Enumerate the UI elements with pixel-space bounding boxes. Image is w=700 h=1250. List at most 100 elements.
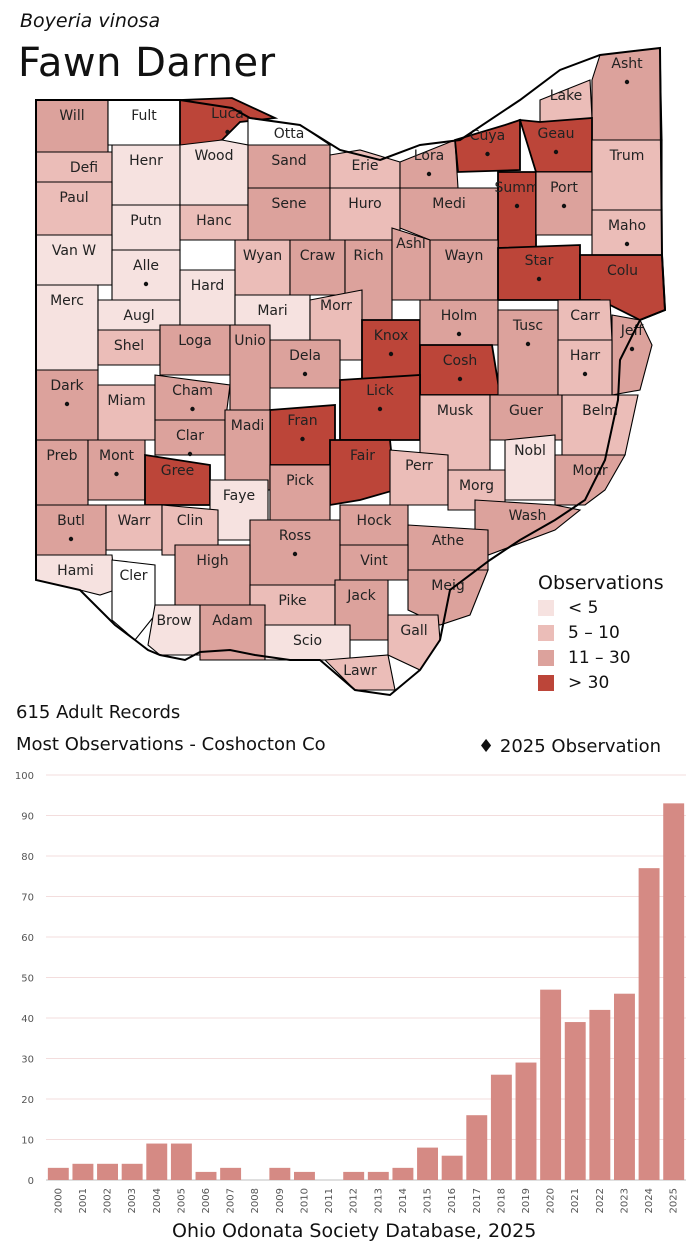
county-label: Nobl [514, 443, 546, 459]
x-tick-label: 2014 [398, 1188, 409, 1213]
x-tick-label: 2022 [595, 1188, 606, 1213]
county-label: Paul [59, 190, 88, 206]
county-mont: Mont [87, 439, 146, 501]
county-port: Port [535, 171, 593, 236]
county-high: High [174, 544, 251, 606]
county-nobl: Nobl [504, 434, 556, 501]
y-tick-label: 30 [21, 1055, 34, 1066]
y-tick-label: 10 [21, 1136, 34, 1147]
county-label: Vint [360, 553, 388, 569]
county-label: Rich [353, 248, 383, 264]
county-monr: Monr [554, 454, 626, 506]
county-label: Lake [550, 88, 583, 104]
ohio-county-map: Will Fult Luca Otta Lake Asht Defi Henr Wood Sand… [35, 46, 667, 697]
county-putn: Putn [111, 204, 181, 251]
obs-2025-dot [629, 346, 635, 352]
observation-2025-note: ♦ 2025 Observation [478, 736, 661, 757]
county-label: Brow [156, 613, 191, 629]
county-label: Augl [123, 308, 154, 324]
county-shel: Shel [97, 329, 161, 366]
county-label: Hard [191, 278, 225, 294]
county-label: Erie [351, 158, 378, 174]
bar-2021 [564, 1022, 586, 1180]
county-label: Geau [538, 126, 575, 142]
county-label: Gree [161, 463, 195, 479]
county-warr: Warr [105, 504, 163, 551]
county-label: Fair [350, 448, 375, 464]
x-tick-label: 2009 [275, 1188, 286, 1213]
county-defi: Defi [35, 151, 133, 183]
county-wayn: Wayn [429, 239, 499, 301]
bar-2020 [540, 989, 562, 1180]
bar-2012 [343, 1171, 365, 1180]
x-tick-label: 2024 [644, 1188, 655, 1213]
county-label: Cosh [443, 353, 478, 369]
county-label: Port [550, 180, 578, 196]
bar-2016 [441, 1155, 463, 1180]
county-geau: Geau [518, 117, 593, 173]
legend-label: < 5 [568, 598, 599, 618]
obs-2025-dot [114, 471, 119, 477]
yearly-bar-chart: 0 10 20 30 40 50 60 70 80 90 100 2000 2001 2002 2003 2… [15, 771, 686, 1213]
county-trum: Trum [591, 139, 663, 211]
county-label: Dark [50, 378, 84, 394]
obs-2025-dot [561, 203, 567, 209]
county-hanc: Hanc [179, 204, 249, 241]
x-tick-label: 2018 [496, 1188, 507, 1213]
county-label: Luca [211, 106, 244, 122]
county-carr: Carr [557, 299, 613, 341]
county-label: Knox [374, 328, 408, 344]
obs-2025-dot [302, 371, 308, 377]
county-label: Clar [176, 428, 204, 444]
county-label: Lawr [343, 663, 377, 679]
county-label: Carr [570, 308, 600, 324]
county-label: Warr [118, 513, 151, 529]
county-label: Star [525, 253, 554, 269]
bar-2003 [121, 1163, 143, 1180]
bar-2006 [195, 1171, 217, 1180]
x-tick-label: 2015 [423, 1188, 434, 1213]
county-label: Preb [46, 448, 77, 464]
bar-2014 [392, 1167, 414, 1180]
county-label: Fult [131, 108, 157, 124]
county-vint: Vint [339, 544, 409, 581]
county-label: Shel [114, 338, 144, 354]
legend-swatch [538, 650, 554, 666]
county-label: Wood [194, 148, 233, 164]
obs-2025-dot [553, 149, 559, 155]
county-hami: Hami [35, 554, 116, 596]
county-knox: Knox [361, 319, 421, 381]
legend-label: > 30 [568, 673, 610, 693]
y-tick-label: 100 [15, 771, 34, 782]
county-hard: Hard [179, 269, 236, 326]
county-paul: Paul [35, 181, 113, 236]
bar-2010 [294, 1171, 315, 1180]
most-observations: Most Observations - Coshocton Co [16, 734, 326, 755]
county-cler: Cler [111, 559, 156, 641]
obs-2025-dot [377, 406, 383, 412]
county-ross: Ross [249, 519, 341, 586]
county-wood: Wood [179, 139, 249, 206]
county-cuya: Cuya [454, 118, 521, 173]
county-label: Meig [431, 578, 464, 594]
county-label: Wyan [243, 248, 282, 264]
county-lick: Lick [339, 374, 421, 441]
county-merc: Merc [35, 284, 99, 371]
x-tick-label: 2001 [78, 1188, 89, 1213]
bar-2013 [367, 1171, 389, 1180]
legend-label: 11 – 30 [568, 648, 631, 668]
county-label: Hock [357, 513, 393, 529]
county-label: Perr [405, 458, 433, 474]
county-label: Scio [293, 633, 322, 649]
county-label: Holm [441, 308, 478, 324]
county-dark: Dark [35, 369, 99, 441]
obs-2025-dot [624, 241, 630, 247]
x-tick-label: 2020 [546, 1188, 557, 1213]
county-label: Craw [300, 248, 336, 264]
county-wash: Wash [474, 499, 582, 561]
bar-2005 [170, 1143, 192, 1180]
county-wyan: Wyan [234, 239, 291, 296]
county-ashl: Ashl [391, 227, 431, 301]
x-tick-label: 2023 [619, 1188, 630, 1213]
footer-source: Ohio Odonata Society Database, 2025 [172, 1220, 537, 1242]
